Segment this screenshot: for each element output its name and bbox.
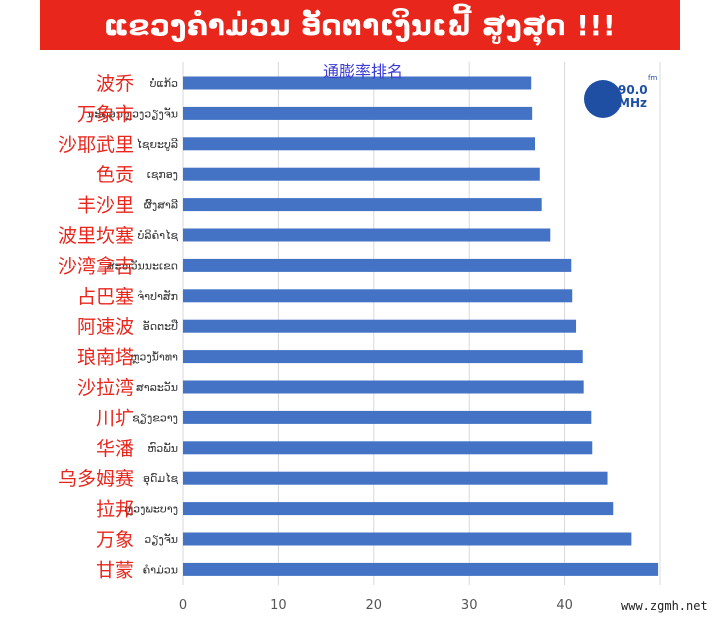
lao-label-2: ໄຊຍະບູລີ [137, 138, 178, 151]
bar-1 [183, 106, 533, 120]
lao-label-8: ອັດຕະປື [143, 319, 178, 333]
lao-label-12: ຫົວພັນ [147, 442, 178, 455]
watermark: www.zgmh.net [618, 598, 711, 614]
bar-15 [183, 532, 632, 546]
lao-label-6: ສະຫວັນນະເຂດ [107, 259, 178, 272]
chinese-label-11: 川圹 [96, 407, 134, 429]
bar-9 [183, 350, 583, 364]
chinese-label-0: 波乔 [96, 73, 134, 95]
lao-label-5: ບໍລິຄຳໄຊ [138, 229, 179, 242]
bar-11 [183, 410, 592, 424]
lao-label-16: ຄຳມ່ວນ [143, 563, 178, 576]
chart-title: 通膨率排名 [322, 62, 403, 81]
lao-label-1: ນະຄອນຫຼວງວຽງຈັນ [87, 107, 178, 120]
chinese-label-14: 拉邦 [96, 499, 134, 521]
x-tick-label-3: 30 [461, 598, 478, 613]
chinese-label-3: 色贡 [96, 164, 134, 186]
x-tick-label-1: 10 [270, 598, 287, 613]
bar-13 [183, 471, 608, 485]
logo-fm: fm [648, 74, 658, 82]
logo-number: 90.0 [618, 83, 648, 97]
chinese-label-16: 甘蒙 [96, 559, 134, 581]
x-tick-label-2: 20 [366, 598, 383, 613]
bar-3 [183, 167, 540, 181]
chinese-label-5: 波里坎塞 [58, 225, 134, 247]
lao-label-0: ບໍ່ແກ້ວ [150, 77, 178, 90]
radio-logo-frequency: 90.0 MHz [618, 84, 648, 110]
chinese-label-7: 占巴塞 [77, 286, 134, 308]
chinese-label-9: 琅南塔 [77, 347, 134, 369]
bar-14 [183, 502, 614, 516]
bar-2 [183, 137, 536, 151]
chinese-label-6: 沙湾拿吉 [58, 254, 134, 277]
lao-label-14: ຫຼວງພະບາງ [124, 503, 178, 516]
bar-8 [183, 319, 577, 333]
chinese-label-15: 万象 [96, 529, 134, 551]
lao-label-11: ຊຽງຂວາງ [132, 411, 178, 424]
bar-12 [183, 441, 593, 455]
bar-10 [183, 380, 584, 394]
bar-5 [183, 228, 551, 242]
bar-7 [183, 289, 573, 303]
logo-unit: MHz [618, 96, 647, 110]
lao-label-7: ຈຳປາສັກ [137, 290, 178, 303]
banner-title: ແຂວງຄຳມ່ວນ ອັດຕາເງິນເຟີ້ ສູງສຸດ !!! [103, 8, 617, 42]
lao-label-13: ອຸດົມໄຊ [143, 472, 178, 486]
chinese-label-8: 阿速波 [77, 316, 134, 338]
x-tick-label-4: 40 [556, 598, 573, 613]
left-margin [0, 50, 40, 623]
right-margin [680, 50, 720, 623]
lao-label-10: ສາລະວັນ [136, 381, 178, 394]
title-banner: ແຂວງຄຳມ່ວນ ອັດຕາເງິນເຟີ້ ສູງສຸດ !!! [40, 0, 680, 50]
chinese-label-10: 沙拉湾 [77, 377, 134, 399]
bar-0 [183, 76, 532, 90]
lao-label-15: ວຽງຈັນ [144, 533, 178, 546]
chinese-label-12: 华潘 [96, 438, 134, 460]
radio-logo: 90.0 MHz fm [574, 74, 658, 126]
radio-logo-icon [584, 80, 622, 118]
chinese-label-2: 沙耶武里 [58, 134, 134, 156]
bar-16 [183, 562, 659, 576]
lao-label-3: ເຊກອງ [147, 168, 178, 181]
x-tick-label-0: 0 [179, 598, 187, 613]
chinese-label-13: 乌多姆赛 [58, 468, 134, 490]
bar-6 [183, 258, 572, 272]
bar-4 [183, 198, 542, 212]
chinese-label-4: 丰沙里 [77, 195, 134, 217]
chinese-label-1: 万象市 [77, 103, 134, 125]
lao-label-4: ຜົ້ງສາລີ [144, 198, 178, 211]
lao-label-9: ຫຼວງນ້ຳທາ [130, 351, 178, 364]
